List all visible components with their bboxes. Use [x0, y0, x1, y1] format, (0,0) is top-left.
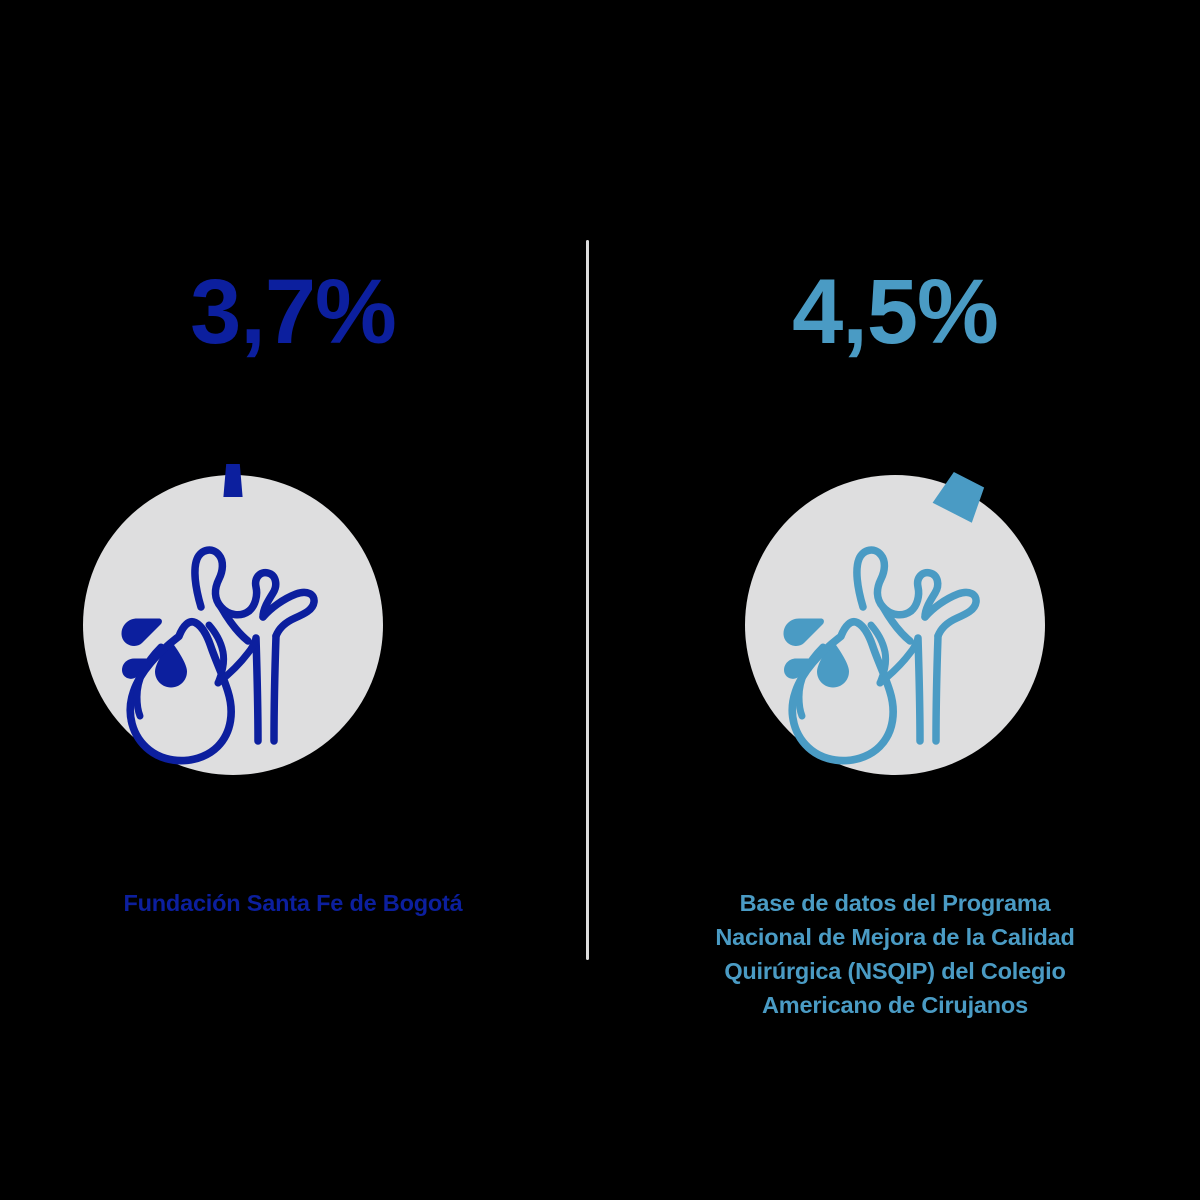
progress-arc-left [223, 464, 243, 497]
gallbladder-outline-left [126, 546, 318, 765]
caption-right-line-2: Nacional de Mejora de la Calidad [715, 924, 1075, 951]
progress-arc-right [932, 472, 985, 523]
caption-right-line-4: Americano de Cirujanos [762, 992, 1028, 1019]
caption-left-line-1: Fundación Santa Fe de Bogotá [123, 890, 463, 916]
caption-left: Fundación Santa Fe de Bogotá [0, 886, 586, 920]
caption-right: Base de datos del Programa Nacional de M… [590, 886, 1200, 1022]
stat-panel-right: 4,5% [590, 0, 1200, 1200]
gallbladder-icon-left [121, 464, 318, 765]
caption-right-line-1: Base de datos del Programa [739, 890, 1051, 916]
percentage-value-left: 3,7% [190, 261, 397, 363]
vertical-divider [586, 240, 589, 960]
gallbladder-icon-right [783, 472, 985, 765]
icon-circle-right [725, 455, 1065, 795]
icon-circle-left [63, 455, 403, 795]
stat-panel-left: 3,7% [0, 0, 586, 1200]
gallbladder-outline-right [788, 546, 980, 765]
percentage-value-right: 4,5% [792, 261, 999, 363]
caption-right-line-3: Quirúrgica (NSQIP) del Colegio [724, 958, 1066, 985]
